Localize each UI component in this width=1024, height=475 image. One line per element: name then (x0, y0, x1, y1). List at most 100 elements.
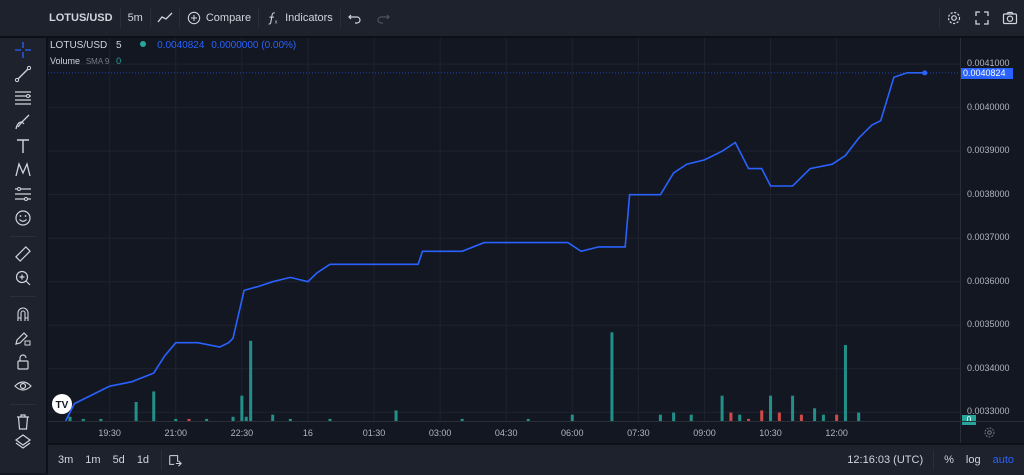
trend-line-tool[interactable] (13, 64, 33, 84)
volume-bar (174, 418, 178, 421)
indicators-label: Indicators (285, 12, 333, 24)
goto-date-icon[interactable] (168, 453, 182, 467)
volume-bar (134, 402, 138, 421)
trash-icon (17, 414, 29, 430)
range-5d-button[interactable]: 5d (112, 454, 125, 466)
toolbar-divider (119, 8, 121, 28)
text-icon (17, 139, 29, 153)
volume-bar (857, 412, 861, 421)
percent-toggle[interactable]: % (944, 454, 954, 466)
price-axis[interactable]: 0.0041000 0.0040000 0.0039000 0.0038000 0.00… (960, 38, 1024, 421)
price-line (64, 72, 925, 421)
drawing-toolbar (0, 38, 48, 473)
volume-label: Volume (50, 56, 81, 66)
toolbar-divider (939, 8, 940, 28)
time-tick-label: 04:30 (494, 428, 518, 438)
crosshair-tool[interactable] (13, 40, 33, 60)
tradingview-logo: TV (52, 394, 72, 414)
function-icon: x (268, 12, 278, 25)
remove-drawings-tool[interactable] (13, 412, 33, 432)
price-chart[interactable]: TV (48, 38, 960, 421)
volume-bar (769, 395, 773, 421)
volume-bar (729, 412, 733, 421)
compare-label: Compare (205, 12, 252, 24)
zoom-tool[interactable] (13, 268, 33, 288)
range-1m-button[interactable]: 1m (85, 454, 101, 466)
symbol-search-button[interactable]: LOTUS/USD (49, 12, 113, 24)
clock-readout[interactable]: 12:16:03 (UTC) (847, 454, 924, 466)
volume-bar (738, 414, 742, 421)
price-tick-label: 0.0033000 (967, 406, 1010, 417)
legend-change: 0.0000000 (0.00%) (211, 40, 297, 51)
svg-text:x: x (275, 19, 278, 25)
axis-corner (960, 421, 1024, 444)
time-tick-label: 16 (302, 428, 313, 438)
stay-in-drawing-tool[interactable] (13, 328, 33, 348)
time-tick-label: 09:00 (693, 428, 716, 438)
volume-sma: SMA 9 (85, 57, 110, 66)
interval-button[interactable]: 5m (127, 12, 143, 24)
log-toggle[interactable]: log (965, 454, 981, 466)
ruler-icon (15, 246, 31, 262)
text-tool[interactable] (13, 136, 33, 156)
volume-bar (689, 414, 693, 421)
auto-toggle[interactable]: auto (992, 454, 1014, 466)
pencil-lock-icon (15, 332, 31, 346)
brush-icon (15, 114, 30, 130)
gear-icon[interactable] (983, 426, 996, 439)
volume-bar (99, 418, 103, 421)
hide-drawings-tool[interactable] (13, 376, 33, 396)
redo-icon (377, 14, 390, 24)
magnet-tool[interactable] (13, 304, 33, 324)
fullscreen-button[interactable] (968, 0, 996, 36)
lock-drawings-tool[interactable] (13, 352, 33, 372)
measure-tool[interactable] (13, 244, 33, 264)
smiley-icon (15, 210, 31, 226)
volume-bar (747, 418, 751, 421)
fullscreen-icon (975, 11, 989, 25)
settings-button[interactable] (940, 0, 968, 36)
volume-bar (81, 418, 85, 421)
bottom-toolbar: 3m 1m 5d 1d 12:16:03 (UTC) % log auto (48, 443, 1024, 475)
volume-bar (271, 414, 275, 421)
toolbar-divider (149, 8, 151, 28)
price-tick-label: 0.0037000 (967, 232, 1010, 243)
toolbar-divider (339, 8, 341, 28)
range-1d-button[interactable]: 1d (136, 454, 150, 466)
last-price-dot (922, 70, 928, 76)
prediction-icon (15, 187, 31, 201)
volume-bar (288, 418, 292, 421)
time-axis[interactable]: 19:30 21:00 22:30 16 01:30 03:00 04:30 06:00 07:… (48, 421, 960, 444)
pattern-tool[interactable] (13, 160, 33, 180)
toolbar-divider (161, 450, 163, 470)
series-legend[interactable]: LOTUS/USD 5 0.0040824 0.0000000 (0.00%) (50, 40, 296, 51)
prediction-tool[interactable] (13, 184, 33, 204)
indicators-button[interactable]: x Indicators (259, 0, 340, 36)
range-3m-button[interactable]: 3m (58, 454, 74, 466)
object-tree-tool[interactable] (13, 432, 33, 452)
brush-tool[interactable] (13, 112, 33, 132)
time-tick-label: 12:00 (825, 428, 848, 438)
current-price-label: 0.0040824 (961, 67, 1013, 79)
trend-line-icon (14, 65, 32, 83)
legend-symbol: LOTUS/USD (50, 40, 108, 51)
volume-bar (835, 414, 839, 421)
volume-bar (610, 332, 614, 421)
price-tick-label: 0.0039000 (967, 145, 1010, 156)
toolbar-divider (933, 450, 935, 470)
compare-button[interactable]: Compare (180, 0, 258, 36)
volume-legend[interactable]: Volume SMA 9 0 (50, 56, 121, 67)
volume-bar (231, 416, 235, 421)
chart-style-button[interactable] (151, 0, 179, 36)
time-tick-label: 03:00 (428, 428, 452, 438)
icons-tool[interactable] (13, 208, 33, 228)
volume-axis-badge: 0 (962, 415, 976, 425)
snapshot-button[interactable] (996, 0, 1024, 36)
undo-button[interactable] (341, 0, 369, 36)
price-tick-label: 0.0041000 (967, 58, 1010, 69)
volume-bar (68, 416, 72, 421)
gear-icon (947, 11, 961, 25)
fib-tool[interactable] (13, 88, 33, 108)
redo-button[interactable] (369, 0, 397, 36)
